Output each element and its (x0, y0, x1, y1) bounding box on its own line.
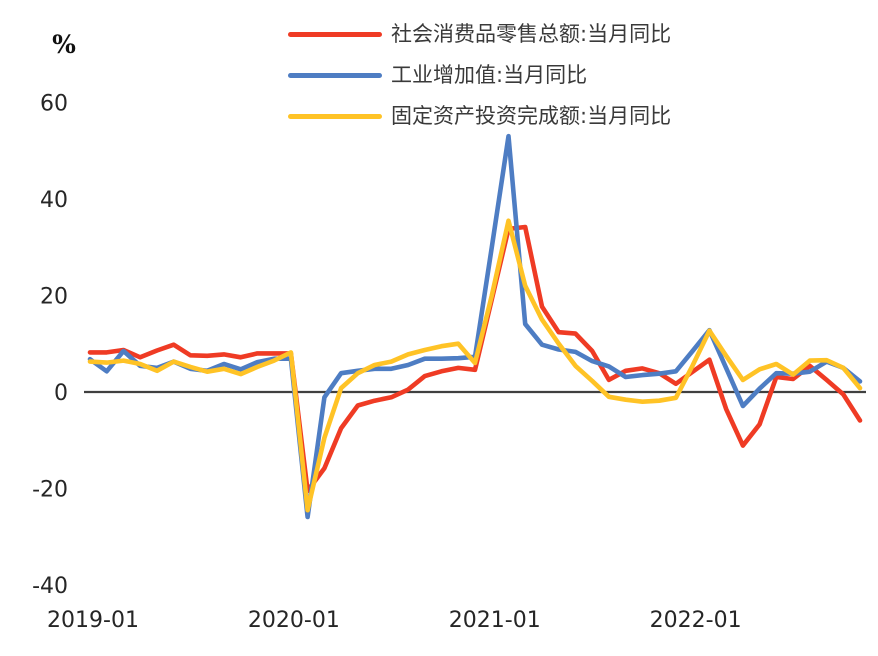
y-tick-label: 0 (54, 381, 68, 406)
y-tick-label: 40 (40, 188, 68, 213)
y-axis-unit-label: % (52, 30, 76, 59)
series-line-retail-sales (87, 224, 863, 494)
legend-label-fixed-asset-investment: 固定资产投资完成额:当月同比 (391, 104, 672, 128)
legend-item-fixed-asset-investment: 固定资产投资完成额:当月同比 (288, 100, 671, 132)
y-tick-label: -20 (32, 478, 68, 503)
y-tick-label: 60 (40, 91, 68, 116)
legend-line-swatch-industrial-value-added (288, 72, 382, 78)
series-line-industrial-value-added (87, 133, 863, 520)
legend-label-retail-sales: 社会消费品零售总额:当月同比 (391, 22, 672, 46)
legend-item-retail-sales: 社会消费品零售总额:当月同比 (288, 18, 671, 50)
legend-line-swatch-retail-sales (288, 31, 382, 37)
legend-item-industrial-value-added: 工业增加值:当月同比 (288, 59, 671, 91)
legend-line-swatch-fixed-asset-investment (288, 113, 382, 119)
y-tick-label: 20 (40, 284, 68, 309)
chart-legend: 社会消费品零售总额:当月同比 工业增加值:当月同比 固定资产投资完成额:当月同比 (288, 18, 671, 132)
x-tick-label: 2020-01 (248, 608, 340, 633)
x-tick-label: 2022-01 (650, 608, 742, 633)
x-tick-label: 2021-01 (449, 608, 541, 633)
x-tick-label: 2019-01 (47, 608, 139, 633)
legend-label-industrial-value-added: 工业增加值:当月同比 (391, 63, 588, 87)
y-tick-label: -40 (32, 574, 68, 599)
series-line-fixed-asset-investment (87, 218, 863, 513)
